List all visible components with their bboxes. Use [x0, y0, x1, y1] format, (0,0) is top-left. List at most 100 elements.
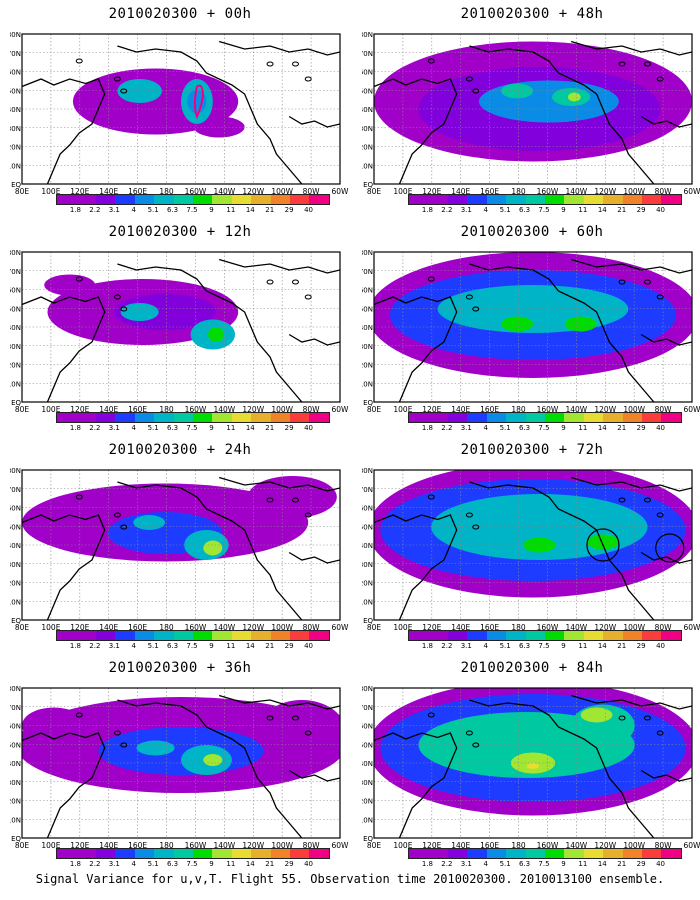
colorbar-label: 9 — [209, 206, 214, 214]
map-panel: 2010020300 + 48h 80N 70N 60N 50N 40N 30N 20N 10N… — [362, 0, 700, 220]
colorbar-label: 4 — [483, 206, 488, 214]
colorbar-label: 21 — [617, 424, 627, 432]
colorbar-swatch — [173, 631, 193, 640]
colorbar-swatch — [642, 413, 662, 422]
lat-tick-label: 70N — [362, 704, 373, 712]
lon-tick-label: 140E — [451, 405, 470, 414]
colorbar-label: 4 — [483, 642, 488, 650]
coastline — [117, 45, 303, 184]
colorbar-swatch — [622, 631, 643, 640]
colorbar-label: 40 — [656, 206, 666, 214]
colorbar-label: 3.1 — [108, 206, 120, 214]
lat-tick-label: 40N — [362, 760, 373, 768]
colorbar-swatch — [192, 195, 213, 204]
colorbar-label: 11 — [578, 206, 588, 214]
lat-tick-label: 40N — [10, 324, 21, 332]
lat-tick-label: 50N — [10, 305, 21, 313]
colorbar-swatch — [428, 195, 448, 204]
lon-tick-label: 80W — [655, 405, 673, 414]
lat-tick-label: 20N — [10, 580, 21, 588]
lon-tick-label: 100E — [393, 623, 412, 632]
lat-tick-label: EQ — [11, 835, 21, 843]
colorbar-label: 14 — [245, 424, 255, 432]
colorbar-label: 29 — [284, 642, 294, 650]
panel-title: 2010020300 + 00h — [108, 6, 252, 22]
map-panel: 2010020300 + 24h 80N 70N 60N 50N 40N 30N 20N 10N… — [10, 436, 350, 656]
colorbar-label: 6.3 — [166, 642, 179, 650]
colorbar-label: 11 — [226, 206, 236, 214]
colorbar-label: 40 — [656, 424, 666, 432]
colorbar-label: 1.8 — [421, 206, 433, 214]
lat-tick-label: 70N — [10, 704, 21, 712]
lat-tick-label: 60N — [10, 723, 21, 731]
colorbar-label: 11 — [226, 642, 236, 650]
colorbar-label: 11 — [578, 642, 588, 650]
colorbar-swatch — [409, 849, 429, 858]
lat-tick-label: 60N — [10, 505, 21, 513]
colorbar-label: 14 — [245, 860, 255, 868]
variance-contour — [501, 83, 533, 99]
colorbar-swatch — [309, 849, 329, 858]
colorbar-swatch — [506, 195, 526, 204]
lon-tick-label: 100W — [623, 187, 645, 196]
colorbar-swatch — [270, 195, 291, 204]
colorbar-swatch — [642, 631, 662, 640]
lat-tick-label: 40N — [362, 324, 373, 332]
lat-tick-label: 10N — [362, 598, 373, 606]
colorbar-swatch — [95, 849, 116, 858]
lat-tick-label: 30N — [362, 125, 373, 133]
lon-tick-label: 100W — [623, 841, 645, 850]
colorbar-label: 21 — [617, 642, 627, 650]
colorbar-swatch — [251, 413, 271, 422]
variance-contour — [526, 763, 540, 769]
variance-contour — [257, 700, 340, 766]
coastline — [374, 732, 458, 838]
lat-tick-label: EQ — [11, 617, 21, 625]
lon-tick-label: 100W — [623, 405, 645, 414]
colorbar-swatch — [409, 195, 429, 204]
colorbar-swatch — [525, 413, 545, 422]
lat-tick-label: 30N — [362, 779, 373, 787]
colorbar-swatch — [270, 413, 291, 422]
colorbar-swatch — [525, 849, 545, 858]
lon-tick-label: 140E — [99, 405, 118, 414]
colorbar-swatch — [290, 631, 310, 640]
coastline — [218, 694, 340, 710]
lon-tick-label: 160E — [480, 623, 499, 632]
map-panel: 2010020300 + 84h 80N 70N 60N 50N 40N 30N 20N 10N… — [362, 654, 700, 874]
panel-title: 2010020300 + 60h — [460, 224, 604, 240]
lat-tick-label: 50N — [362, 741, 373, 749]
colorbar-swatch — [447, 849, 468, 858]
lat-tick-label: 10N — [10, 598, 21, 606]
lon-tick-label: 100E — [393, 405, 412, 414]
colorbar-label: 5.1 — [499, 642, 511, 650]
coastline — [117, 263, 303, 402]
lat-tick-label: 80N — [362, 31, 373, 39]
lon-tick-label: 80W — [655, 623, 673, 632]
coastline — [288, 115, 340, 128]
colorbar-label: 3.1 — [460, 860, 472, 868]
colorbar-swatch — [467, 631, 487, 640]
lat-tick-label: 30N — [10, 343, 21, 351]
lon-tick-label: 140W — [213, 405, 235, 414]
lat-tick-label: 40N — [10, 106, 21, 114]
colorbar-label: 29 — [284, 860, 294, 868]
colorbar-swatch — [212, 195, 232, 204]
lon-tick-label: 60W — [332, 841, 350, 850]
colorbar-label: 5.1 — [499, 860, 511, 868]
lat-tick-label: 10N — [10, 816, 21, 824]
colorbar-label: 14 — [245, 206, 255, 214]
lon-tick-label: 120E — [422, 187, 441, 196]
colorbar-swatch — [544, 413, 565, 422]
variance-contour — [478, 80, 619, 123]
colorbar-swatch — [525, 631, 545, 640]
colorbar-swatch — [409, 413, 429, 422]
colorbar-swatch — [506, 631, 526, 640]
colorbar-swatch — [115, 195, 135, 204]
lon-tick-label: 80W — [303, 187, 321, 196]
coastline — [469, 699, 655, 838]
colorbar-label: 2.2 — [441, 860, 453, 868]
colorbar-swatch — [192, 631, 213, 640]
